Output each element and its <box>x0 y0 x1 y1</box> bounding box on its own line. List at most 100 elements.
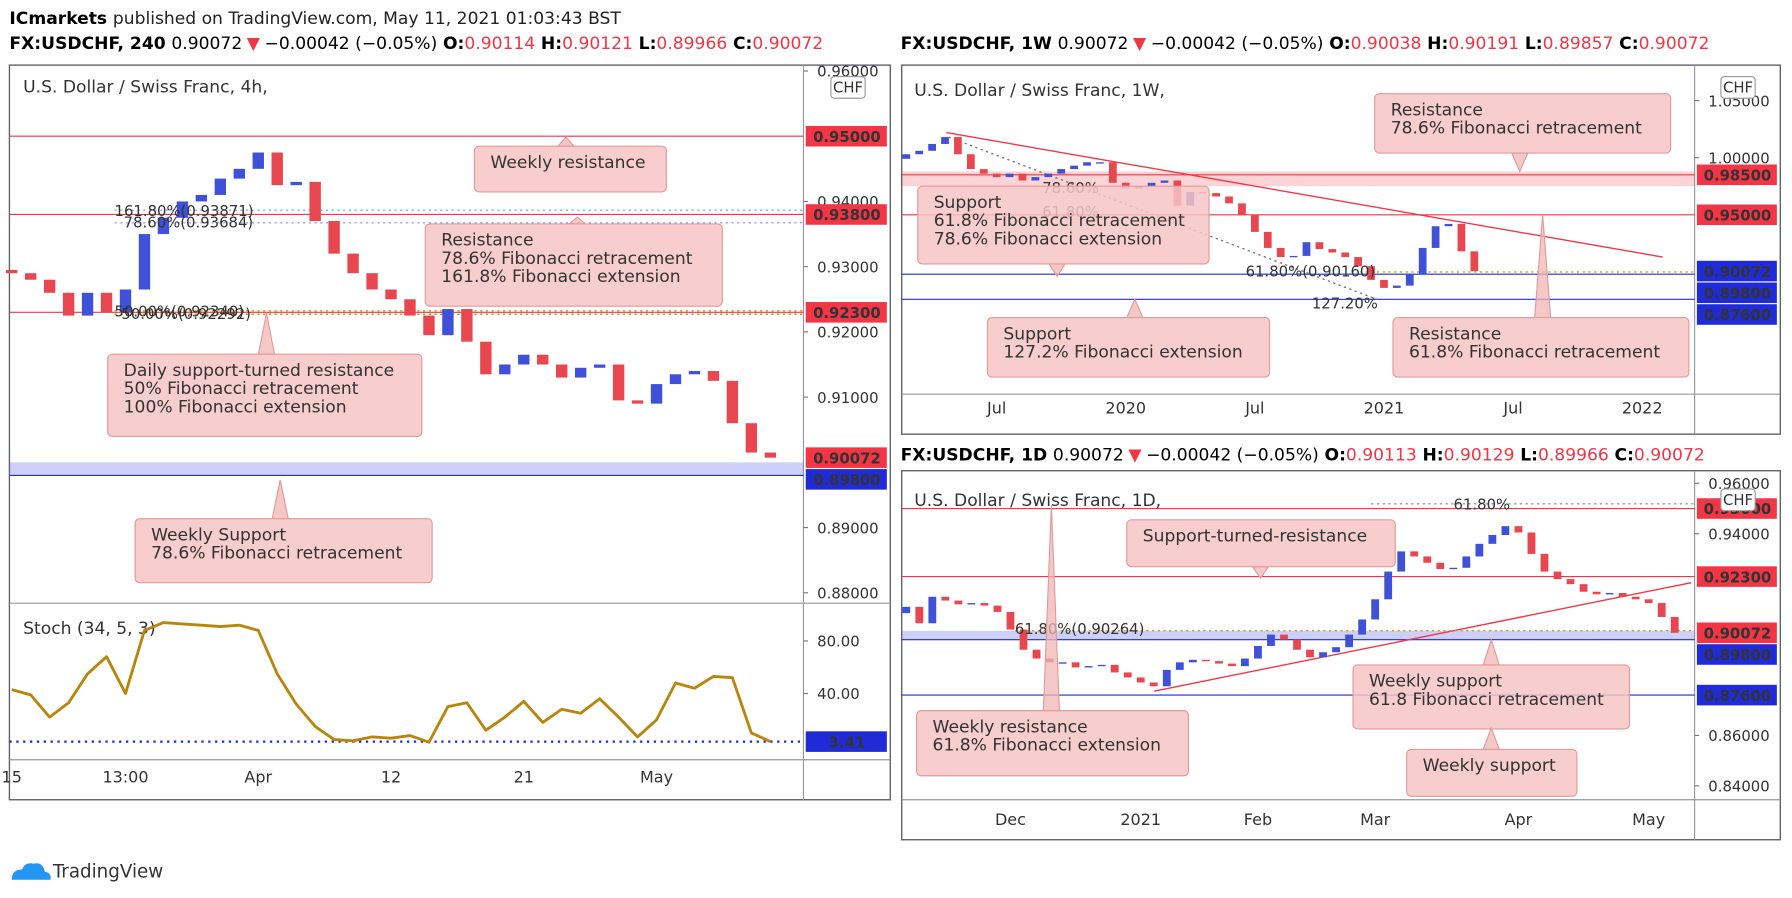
price-badge <box>805 204 887 225</box>
frame-4h <box>8 64 891 801</box>
candle-body <box>1527 532 1536 554</box>
ohlc-key: C: <box>1615 445 1634 465</box>
chart-3: FX:USDCHF, 1D 0.90072 ▼ −0.00042 (−0.05%) O:… <box>901 445 1777 829</box>
x-tick-label: May <box>1632 810 1665 829</box>
candle-body <box>669 374 682 385</box>
fib-label: 78.60%(0.93684) <box>124 213 254 231</box>
candle-body <box>1018 173 1027 181</box>
candle-body <box>992 173 1001 178</box>
ohlc-key: O: <box>443 34 464 54</box>
candle-body <box>1031 177 1040 181</box>
x-tick-label: 2020 <box>1105 399 1146 418</box>
candle-body <box>954 137 962 155</box>
fib-label: 161.80%(0.93871) <box>115 202 254 220</box>
callout-box <box>1126 519 1396 568</box>
candle-body <box>1345 634 1354 648</box>
candle-body <box>1136 677 1145 683</box>
ohlc-value: 0.90121 <box>562 34 633 54</box>
pane-title: U.S. Dollar / Swiss Franc, 4h, <box>23 78 268 98</box>
x-tick-label: 13:00 <box>102 768 148 787</box>
price-badge <box>805 302 887 323</box>
candle-body <box>1267 634 1275 646</box>
candle-body <box>902 154 911 159</box>
fib-label: 61.80% <box>1454 496 1511 514</box>
price-badge <box>1696 566 1777 587</box>
candle-body <box>480 341 492 375</box>
candle-body <box>119 289 132 313</box>
candle-body <box>1431 226 1440 248</box>
candle-body <box>1160 180 1169 183</box>
price-badge-label: 3.41 <box>829 733 866 751</box>
candle-body <box>1410 551 1419 557</box>
candle-body <box>309 181 321 222</box>
ohlc-value: 0.89966 <box>1538 445 1609 465</box>
callout-box <box>1374 93 1672 154</box>
candle-body <box>1084 666 1093 668</box>
candle-body <box>24 273 37 280</box>
currency-label: CHF <box>1723 79 1753 97</box>
candle-body <box>1405 274 1414 286</box>
logo-text: TradingView <box>52 861 163 882</box>
callout-text: 61.8% Fibonacci retracement <box>1409 343 1660 363</box>
candle-body <box>1005 173 1014 178</box>
callout-pointer <box>556 136 576 147</box>
candle-body <box>688 371 701 375</box>
candle-body <box>574 367 587 378</box>
candle-body <box>1579 584 1588 592</box>
candle-body <box>385 289 397 300</box>
candle-body <box>328 221 340 254</box>
candle-body <box>1057 169 1066 174</box>
currency-label: CHF <box>1723 491 1753 509</box>
change: −0.00042 (−0.05%) <box>265 34 438 54</box>
change: −0.00042 (−0.05%) <box>1151 34 1324 54</box>
candle-body <box>1214 661 1223 664</box>
candle-body <box>1263 231 1272 248</box>
callout-box <box>107 353 423 438</box>
currency-box <box>1720 488 1756 512</box>
candle-body <box>1470 251 1479 272</box>
y-tick-label: 0.92000 <box>817 324 878 342</box>
callout-pointer <box>271 479 289 520</box>
candle-body <box>1354 257 1363 267</box>
callout-text: 78.6% Fibonacci extension <box>934 229 1162 249</box>
candle-body <box>915 606 924 624</box>
candle-body <box>1302 242 1311 256</box>
candle-body <box>290 181 302 186</box>
price-badge-label: 0.90072 <box>1704 624 1772 642</box>
candle-body <box>1566 579 1575 585</box>
currency-box <box>1720 75 1756 99</box>
candle-body <box>1418 247 1427 275</box>
callout-text: 100% Fibonacci extension <box>124 397 347 417</box>
candle-body <box>1514 526 1523 533</box>
callout-pointer <box>567 216 587 225</box>
callout-text: Resistance <box>441 231 533 251</box>
published: published on TradingView.com, May 11, 20… <box>113 9 622 29</box>
candle-body <box>1254 645 1262 659</box>
candle-body <box>1071 662 1080 668</box>
logo-icon <box>11 863 51 880</box>
candle-body <box>1488 535 1497 544</box>
candle-body <box>1358 619 1367 635</box>
candle-body <box>726 380 739 424</box>
candle-body <box>195 194 208 202</box>
candle-body <box>556 364 568 378</box>
callout-text: Support-turned-resistance <box>1143 527 1367 547</box>
candle-body <box>1475 543 1484 557</box>
candle-body <box>1175 662 1184 670</box>
candle-body <box>1332 647 1340 653</box>
price-badge-label: 0.89800 <box>813 471 881 489</box>
candle-body <box>1123 672 1132 678</box>
candle-body <box>1444 223 1453 227</box>
change-arrow: ▼ <box>1133 34 1147 54</box>
candle-body <box>1097 664 1106 667</box>
callout-box <box>1392 317 1690 378</box>
callout-text: 78.6% Fibonacci retracement <box>1391 119 1642 139</box>
candle-body <box>707 371 720 381</box>
candle-body <box>1605 592 1614 595</box>
candle-body <box>1044 173 1053 178</box>
candle-body <box>1306 649 1314 658</box>
chart-1: Stoch (34, 5, 3) 80.00 40.00 3.41 <box>9 619 887 752</box>
price-badge-label: 0.98500 <box>1704 167 1772 185</box>
candle-body <box>1096 162 1104 164</box>
